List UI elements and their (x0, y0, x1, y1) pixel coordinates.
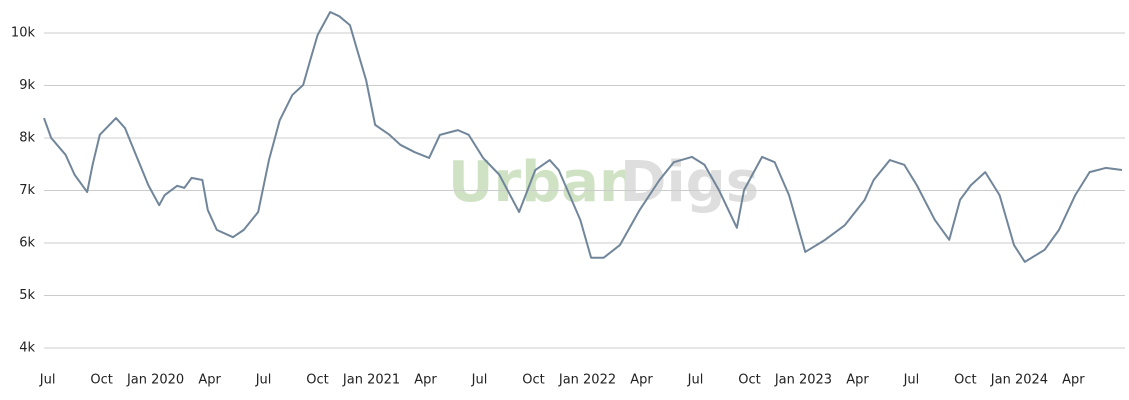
x-tick-label: Apr (414, 373, 437, 388)
y-tick-label: 4k (19, 341, 35, 356)
y-tick-label: 7k (19, 183, 35, 198)
x-tick-label: Jan 2020 (126, 373, 184, 388)
x-tick-label: Jan 2022 (558, 373, 616, 388)
x-tick-label: Oct (306, 373, 328, 388)
y-tick-label: 10k (11, 26, 36, 41)
x-tick-label: Jan 2024 (990, 373, 1048, 388)
y-tick-label: 6k (19, 236, 35, 251)
x-tick-label: Oct (522, 373, 544, 388)
x-tick-label: Jul (471, 373, 488, 388)
y-tick-label: 5k (19, 288, 35, 303)
watermark-digs: Digs (620, 150, 759, 215)
x-tick-label: Apr (198, 373, 221, 388)
x-tick-label: Oct (954, 373, 976, 388)
x-tick-label: Oct (90, 373, 112, 388)
x-tick-label: Jan 2023 (774, 373, 832, 388)
x-tick-label: Jul (39, 373, 56, 388)
line (43, 11, 1123, 263)
watermark-urban: Urban (448, 150, 639, 215)
x-tick-label: Jul (687, 373, 704, 388)
x-tick-label: Jul (255, 373, 272, 388)
x-tick-label: Apr (1062, 373, 1085, 388)
y-tick-label: 8k (19, 131, 35, 146)
x-tick-label: Jan 2021 (342, 373, 400, 388)
x-tick-label: Apr (630, 373, 653, 388)
x-tick-label: Jul (903, 373, 920, 388)
y-tick-label: 9k (19, 78, 35, 93)
x-tick-label: Oct (738, 373, 760, 388)
x-tick-label: Apr (846, 373, 869, 388)
